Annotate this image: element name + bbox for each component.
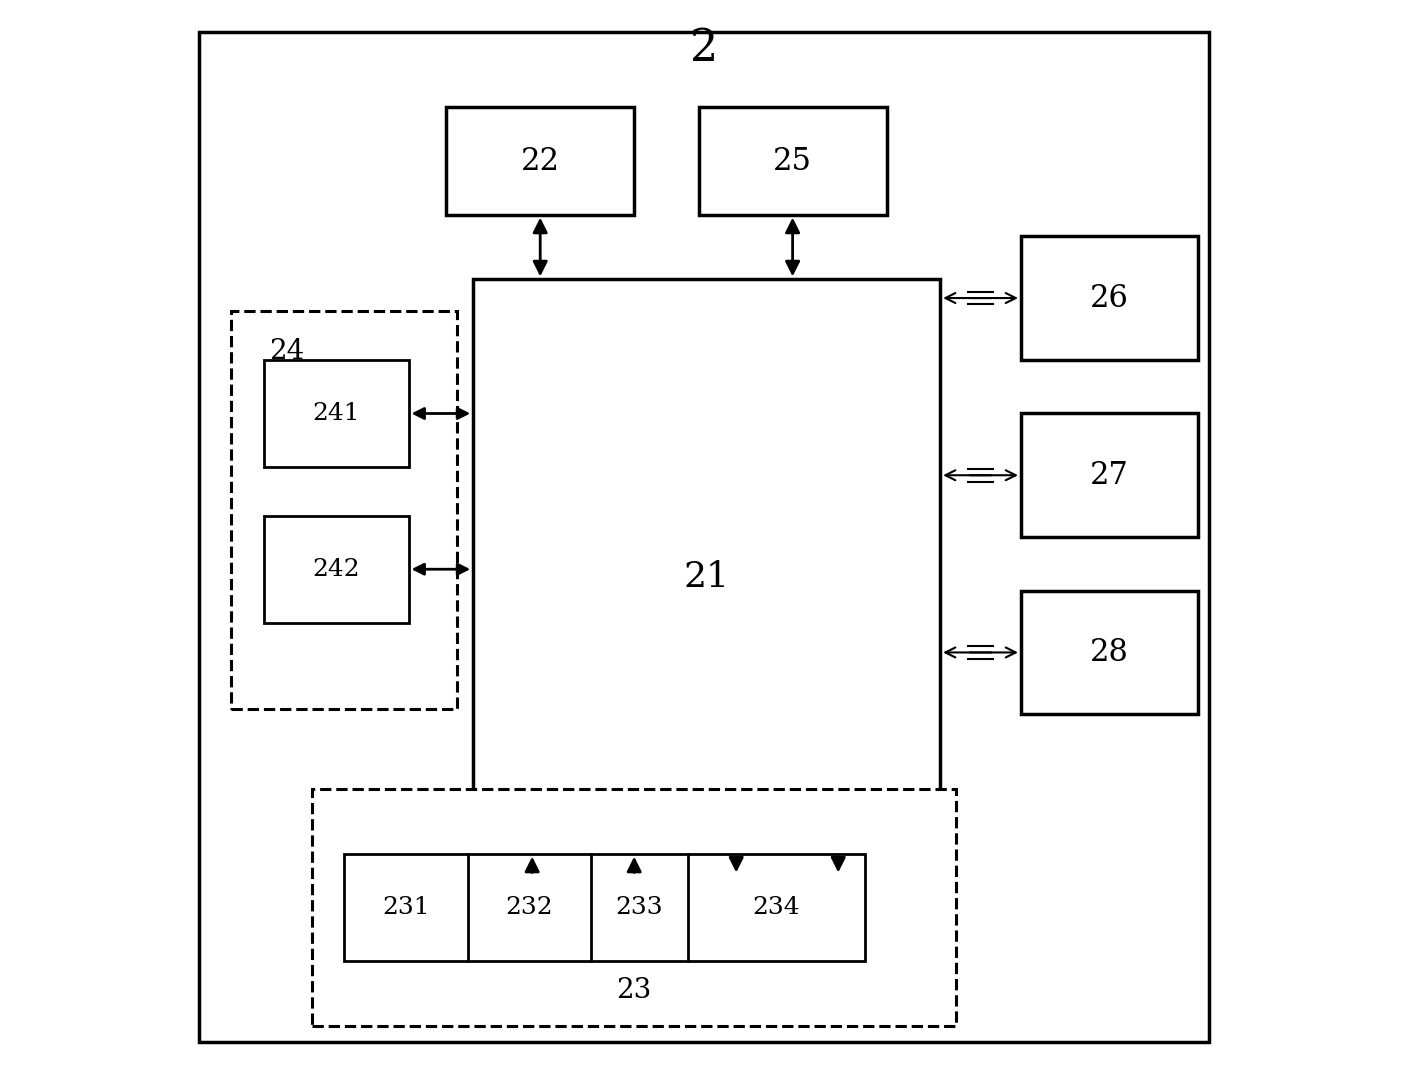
Text: 22: 22: [521, 146, 560, 176]
Text: 241: 241: [313, 402, 360, 425]
Text: 231: 231: [382, 896, 429, 919]
Bar: [231, 311, 458, 709]
Bar: [313, 789, 956, 1026]
Text: 27: 27: [1090, 460, 1129, 491]
Text: 234: 234: [753, 896, 800, 919]
Text: 24: 24: [269, 338, 304, 365]
Bar: [698, 107, 887, 215]
Bar: [446, 107, 634, 215]
Bar: [263, 516, 408, 623]
Bar: [473, 279, 941, 875]
Bar: [344, 854, 865, 961]
Text: 28: 28: [1090, 637, 1129, 668]
Text: 23: 23: [617, 977, 652, 1004]
Bar: [1021, 413, 1198, 537]
Bar: [1021, 236, 1198, 360]
Text: 21: 21: [684, 561, 729, 594]
Text: 232: 232: [505, 896, 553, 919]
Text: 242: 242: [313, 557, 360, 581]
Text: 26: 26: [1090, 282, 1129, 314]
Text: 25: 25: [773, 146, 812, 176]
Text: 2: 2: [690, 27, 718, 70]
Bar: [1021, 591, 1198, 714]
Text: 233: 233: [615, 896, 663, 919]
Bar: [263, 360, 408, 467]
